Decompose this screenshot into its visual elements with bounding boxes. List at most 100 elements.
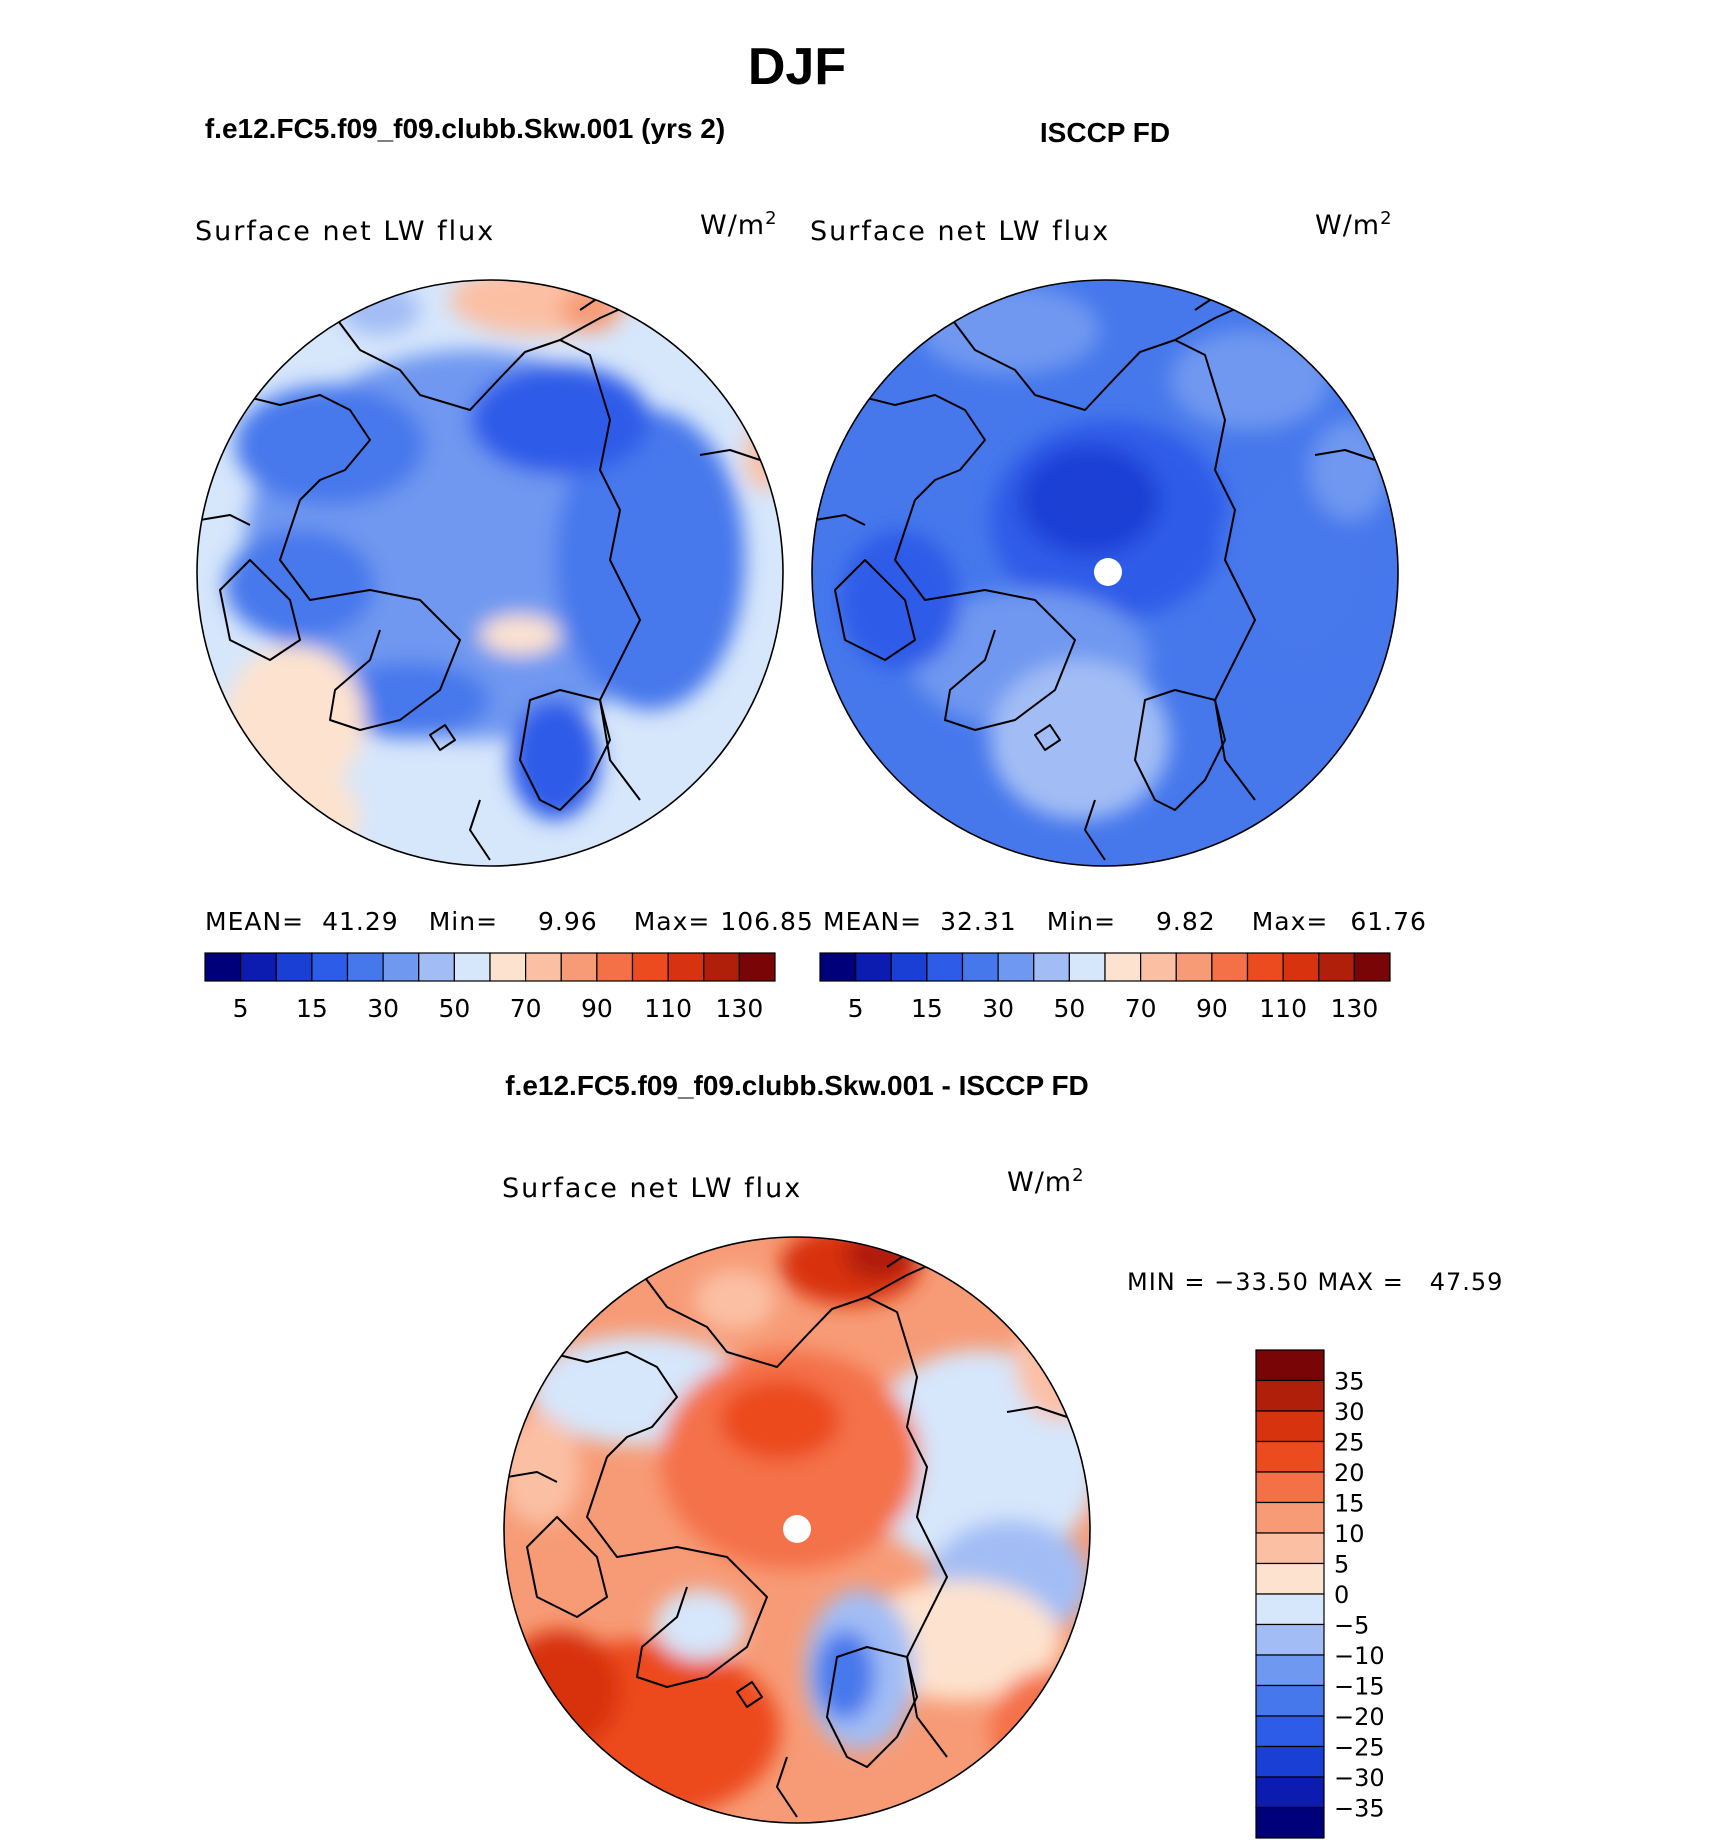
diff-units-label: W/m2 (1007, 1165, 1085, 1198)
diff-variable-label: Surface net LW flux (502, 1173, 802, 1204)
colorbar-tick-label: −35 (1334, 1795, 1385, 1823)
colorbar-swatch (596, 952, 634, 982)
colorbar-tick-label: 130 (716, 994, 764, 1023)
colorbar-swatch (738, 952, 776, 982)
colorbar-swatch (1255, 1379, 1325, 1412)
colorbar-swatch (1318, 952, 1355, 982)
right-map-border (811, 279, 1399, 867)
diff-map (504, 1237, 1090, 1823)
colorbar-swatch (1255, 1410, 1325, 1443)
colorbar-tick-label: 20 (1334, 1459, 1365, 1487)
colorbar-tick-label: 30 (1334, 1398, 1365, 1426)
colorbar-swatch (418, 952, 455, 982)
colorbar-tick-label: 25 (1334, 1429, 1365, 1457)
colorbar-tick-label: 15 (296, 994, 328, 1023)
colorbar-swatch (346, 952, 384, 982)
colorbar-swatch (855, 952, 892, 982)
left-colorbar: 5 15 30 50 70 90 110 130 (204, 952, 776, 1023)
colorbar-swatch (1255, 1532, 1325, 1565)
colorbar-swatch (1255, 1562, 1325, 1595)
right-variable-label: Surface net LW flux (810, 216, 1110, 247)
left-units-label: W/m2 (700, 208, 778, 241)
colorbar-tick-label: −30 (1334, 1764, 1385, 1792)
colorbar-swatch (311, 952, 349, 982)
colorbar-tick-label: 35 (1334, 1368, 1365, 1396)
colorbar-swatch (1255, 1593, 1325, 1626)
colorbar-swatch (667, 952, 705, 982)
colorbar-swatch (1175, 952, 1213, 982)
left-variable-label: Surface net LW flux (195, 216, 495, 247)
colorbar-swatch (1282, 952, 1320, 982)
colorbar-tick-label: 5 (848, 994, 864, 1023)
colorbar-swatch (525, 952, 562, 982)
colorbar-tick-label: 50 (1053, 994, 1085, 1023)
colorbar-tick-label: 90 (581, 994, 613, 1023)
colorbar-swatch (819, 952, 857, 982)
colorbar-swatch (1353, 952, 1391, 982)
colorbar-swatch (961, 952, 999, 982)
colorbar-tick-label: 5 (233, 994, 249, 1023)
colorbar-swatch (240, 952, 277, 982)
left-map-border (196, 279, 784, 867)
diff-map-border (503, 1236, 1091, 1824)
colorbar-swatch (1255, 1806, 1325, 1839)
colorbar-tick-label: 0 (1334, 1581, 1349, 1609)
colorbar-swatch (1255, 1776, 1325, 1809)
colorbar-swatch (1068, 952, 1106, 982)
season-title: DJF (748, 38, 846, 96)
colorbar-swatch (1104, 952, 1142, 982)
colorbar-swatch (275, 952, 313, 982)
right-units-label: W/m2 (1315, 208, 1393, 241)
colorbar-tick-label: −15 (1334, 1673, 1385, 1701)
right-panel-title: ISCCP FD (1040, 117, 1170, 148)
colorbar-tick-label: 90 (1196, 994, 1228, 1023)
colorbar-tick-label: −5 (1334, 1612, 1369, 1640)
colorbar-swatch (1255, 1440, 1325, 1473)
diff-pole-hole (783, 1515, 811, 1543)
colorbar-tick-label: 5 (1334, 1551, 1349, 1579)
colorbar-swatch (1255, 1684, 1325, 1717)
colorbar-swatch (1255, 1501, 1325, 1534)
colorbar-swatch (204, 952, 242, 982)
colorbar-swatch (1255, 1654, 1325, 1687)
colorbar-tick-label: 110 (1259, 994, 1307, 1023)
colorbar-tick-label: 15 (911, 994, 943, 1023)
colorbar-swatch (1255, 1715, 1325, 1748)
colorbar-tick-label: 50 (438, 994, 470, 1023)
colorbar-swatch (560, 952, 598, 982)
colorbar-swatch (1255, 1623, 1325, 1656)
colorbar-swatch (926, 952, 964, 982)
right-map (812, 280, 1398, 866)
colorbar-swatch (703, 952, 740, 982)
colorbar-tick-label: 70 (510, 994, 542, 1023)
colorbar-swatch (1033, 952, 1070, 982)
colorbar-tick-label: 30 (982, 994, 1014, 1023)
right-pole-hole (1094, 558, 1122, 586)
colorbar-swatch (997, 952, 1035, 982)
left-panel-title: f.e12.FC5.f09_f09.clubb.Skw.001 (yrs 2) (205, 113, 725, 144)
right-colorbar: 5 15 30 50 70 90 110 130 (819, 952, 1391, 1023)
colorbar-tick-label: 110 (644, 994, 692, 1023)
colorbar-swatch (453, 952, 491, 982)
colorbar-swatch (890, 952, 928, 982)
colorbar-swatch (1211, 952, 1249, 982)
diff-panel-title: f.e12.FC5.f09_f09.clubb.Skw.001 - ISCCP … (505, 1070, 1089, 1101)
colorbar-swatch (1140, 952, 1177, 982)
colorbar-swatch (1255, 1349, 1325, 1382)
colorbar-swatch (489, 952, 527, 982)
left-stats: MEAN= 41.29 Min= 9.96 Max= 106.85 (205, 907, 814, 936)
colorbar-tick-label: 70 (1125, 994, 1157, 1023)
right-stats: MEAN= 32.31 Min= 9.82 Max= 61.76 (823, 907, 1427, 936)
colorbar-swatch (1255, 1471, 1325, 1504)
colorbar-swatch (1246, 952, 1284, 982)
colorbar-tick-label: 30 (367, 994, 399, 1023)
diff-minmax: MIN = −33.50 MAX = 47.59 (1127, 1268, 1503, 1296)
colorbar-swatch (382, 952, 420, 982)
colorbar-tick-label: −10 (1334, 1642, 1385, 1670)
colorbar-swatch (1255, 1745, 1325, 1778)
colorbar-tick-label: 130 (1331, 994, 1379, 1023)
colorbar-tick-label: −25 (1334, 1734, 1385, 1762)
colorbar-tick-label: 10 (1334, 1520, 1365, 1548)
